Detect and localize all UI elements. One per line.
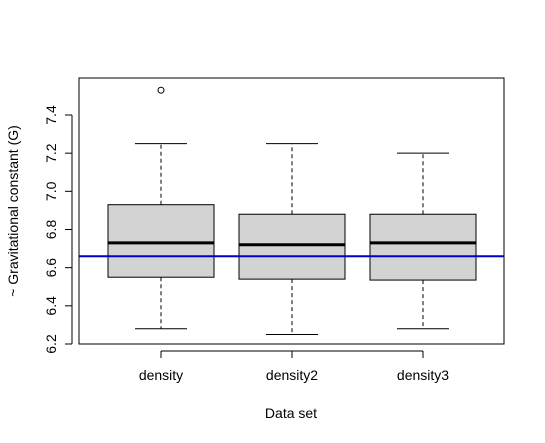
y-tick-label: 6.2 — [43, 334, 59, 354]
x-axis: density density2 density3 — [139, 350, 449, 383]
y-tick-label: 6.8 — [43, 220, 59, 240]
y-tick-label: 6.6 — [43, 258, 59, 278]
iqr-box — [238, 213, 346, 280]
box-group-density — [107, 86, 215, 330]
y-axis-title: ~ Gravitational constant (G) — [5, 125, 21, 297]
y-axis: 6.2 6.4 6.6 6.8 7.0 7.2 7.4 — [43, 105, 73, 354]
x-tick-label: density3 — [397, 367, 449, 383]
x-axis-title: Data set — [265, 405, 317, 421]
y-tick-label: 7.0 — [43, 181, 59, 201]
iqr-box — [369, 213, 477, 281]
x-tick-label: density2 — [266, 367, 318, 383]
plot-frame — [78, 77, 505, 345]
iqr-box — [107, 204, 215, 278]
x-tick-label: density — [139, 367, 183, 383]
box-group-density2 — [238, 143, 346, 335]
y-tick-label: 6.4 — [43, 296, 59, 316]
plot-marks — [79, 86, 504, 335]
box-group-density3 — [369, 152, 477, 330]
y-tick-label: 7.4 — [43, 105, 59, 125]
y-tick-label: 7.2 — [43, 143, 59, 163]
outlier-point — [157, 86, 165, 94]
